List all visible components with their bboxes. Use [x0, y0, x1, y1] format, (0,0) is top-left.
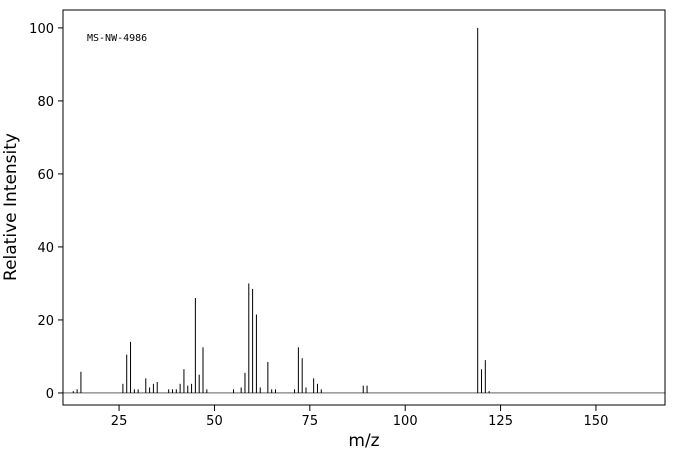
y-tick-label: 40 — [37, 241, 54, 256]
annotation: MS-NW-4986 — [87, 33, 147, 44]
x-tick-label: 125 — [488, 414, 513, 429]
y-tick-label: 100 — [29, 22, 54, 37]
x-tick-label: 100 — [393, 414, 418, 429]
x-tick-label: 75 — [302, 414, 319, 429]
y-tick-label: 0 — [46, 387, 54, 402]
x-axis-label: m/z — [348, 431, 379, 451]
x-tick-label: 150 — [584, 414, 609, 429]
y-axis-label: Relative Intensity — [1, 133, 21, 281]
plot-frame — [62, 9, 666, 406]
x-tick-label: 25 — [111, 414, 128, 429]
y-tick-label: 20 — [37, 314, 54, 329]
x-tick-label: 50 — [206, 414, 223, 429]
y-tick-label: 60 — [37, 168, 54, 183]
y-tick-label: 80 — [37, 95, 54, 110]
